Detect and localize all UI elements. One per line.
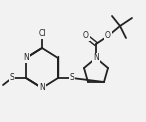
Text: O: O — [105, 31, 111, 41]
Text: N: N — [39, 83, 45, 92]
Text: N: N — [93, 54, 99, 62]
Text: S: S — [70, 73, 74, 82]
Text: S: S — [10, 73, 14, 82]
Text: Cl: Cl — [38, 30, 46, 39]
Text: O: O — [83, 31, 89, 41]
Text: N: N — [23, 54, 29, 62]
